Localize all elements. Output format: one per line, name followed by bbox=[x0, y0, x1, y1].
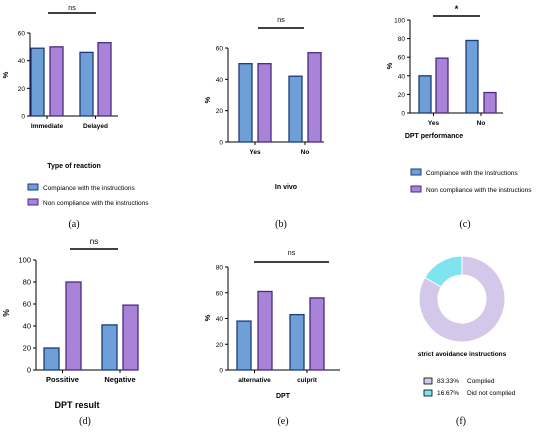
legend-pct: 83.33% bbox=[437, 378, 459, 385]
legend-swatch-noncompliance bbox=[410, 185, 422, 193]
x-tick-label: alternative bbox=[238, 377, 271, 384]
y-tick-label: 80 bbox=[23, 278, 31, 287]
bar bbox=[257, 63, 272, 143]
x-tick-label: culprit bbox=[297, 377, 318, 384]
legend-label-noncompliance: Non compliance with the instructions bbox=[43, 200, 149, 207]
significance-label: * bbox=[455, 4, 459, 14]
panel-label: (b) bbox=[275, 219, 287, 230]
y-axis-label: % bbox=[203, 314, 212, 321]
y-tick-label: 20 bbox=[23, 344, 31, 353]
significance-label: ns bbox=[90, 237, 98, 246]
y-axis-label: % bbox=[1, 309, 11, 317]
bar bbox=[309, 297, 325, 371]
y-tick-label: 100 bbox=[18, 256, 31, 265]
x-tick-label: No bbox=[477, 120, 486, 127]
x-axis-label: DPT performance bbox=[405, 133, 463, 140]
legend-pct: 16.67% bbox=[437, 390, 459, 397]
bar bbox=[101, 324, 118, 371]
bar bbox=[465, 39, 479, 114]
legend-label-compliance: Compiance with the instructions bbox=[426, 170, 519, 177]
y-tick-label: 60 bbox=[18, 31, 26, 38]
panel-label: (a) bbox=[68, 219, 79, 230]
y-tick-label: 80 bbox=[216, 265, 224, 272]
y-tick-label: 20 bbox=[398, 92, 406, 99]
x-axis-label: DPT bbox=[276, 393, 291, 400]
y-tick-label: 0 bbox=[21, 114, 25, 121]
y-tick-label: 20 bbox=[216, 108, 224, 115]
bar bbox=[49, 46, 64, 117]
bar bbox=[238, 63, 253, 143]
bar bbox=[97, 42, 112, 117]
y-tick-label: 60 bbox=[216, 290, 224, 297]
x-tick-label: No bbox=[301, 149, 310, 156]
y-tick-label: 60 bbox=[398, 55, 406, 62]
bar bbox=[122, 304, 139, 371]
legend-label: Complied bbox=[467, 378, 495, 385]
y-axis-label: % bbox=[1, 71, 10, 78]
x-axis-label: strict avoidance instructions bbox=[418, 351, 507, 358]
x-tick-label: Yes bbox=[428, 120, 440, 127]
y-tick-label: 0 bbox=[219, 140, 223, 147]
bar bbox=[43, 347, 60, 371]
y-axis-label: % bbox=[385, 62, 394, 69]
bar bbox=[289, 313, 305, 371]
y-tick-label: 40 bbox=[18, 58, 26, 65]
y-tick-label: 80 bbox=[398, 36, 406, 43]
x-axis-label: DPT result bbox=[54, 400, 99, 410]
y-tick-label: 40 bbox=[216, 316, 224, 323]
panel-label: (f) bbox=[456, 416, 466, 427]
y-tick-label: 40 bbox=[216, 77, 224, 84]
bar bbox=[307, 52, 322, 143]
legend-label: Did not complied bbox=[467, 390, 516, 397]
x-tick-label: Delayed bbox=[83, 123, 108, 130]
significance-label: ns bbox=[288, 250, 296, 257]
y-tick-label: 0 bbox=[401, 111, 405, 118]
y-tick-label: 0 bbox=[27, 366, 31, 375]
bar bbox=[257, 290, 273, 371]
donut-slice bbox=[418, 255, 506, 343]
legend-swatch-compliance bbox=[410, 168, 422, 176]
x-tick-label: Negative bbox=[104, 375, 135, 384]
bar bbox=[236, 320, 252, 371]
legend-label-noncompliance: Non compliance with the instructions bbox=[426, 187, 532, 194]
bar bbox=[79, 51, 94, 117]
bar bbox=[435, 57, 449, 114]
x-axis-label: Type of reaction bbox=[47, 163, 101, 170]
legend-swatch bbox=[423, 389, 433, 397]
panel-label: (e) bbox=[277, 416, 288, 427]
x-tick-label: Yes bbox=[249, 149, 261, 156]
bar bbox=[65, 281, 82, 371]
bar bbox=[483, 91, 497, 114]
bar bbox=[418, 75, 432, 114]
y-tick-label: 20 bbox=[18, 86, 26, 93]
y-tick-label: 100 bbox=[394, 18, 405, 25]
bar bbox=[30, 47, 45, 117]
panel-label: (c) bbox=[459, 219, 470, 230]
bar bbox=[288, 75, 303, 143]
legend-swatch bbox=[423, 377, 433, 385]
y-tick-label: 20 bbox=[216, 342, 224, 349]
y-axis-label: % bbox=[203, 96, 212, 103]
legend-label-compliance: Compiance with the instructions bbox=[43, 185, 136, 192]
y-tick-label: 60 bbox=[23, 300, 31, 309]
legend-swatch-compliance bbox=[27, 183, 39, 191]
significance-label: ns bbox=[68, 5, 76, 12]
y-tick-label: 60 bbox=[216, 46, 224, 53]
x-axis-label: In vivo bbox=[275, 184, 297, 191]
y-tick-label: 40 bbox=[23, 322, 31, 331]
significance-label: ns bbox=[277, 17, 285, 24]
x-tick-label: Possitive bbox=[46, 375, 79, 384]
legend-swatch-noncompliance bbox=[27, 198, 39, 206]
y-tick-label: 0 bbox=[219, 368, 223, 375]
panel-label: (d) bbox=[79, 416, 91, 427]
x-tick-label: Immediate bbox=[31, 123, 64, 130]
y-tick-label: 40 bbox=[398, 73, 406, 80]
